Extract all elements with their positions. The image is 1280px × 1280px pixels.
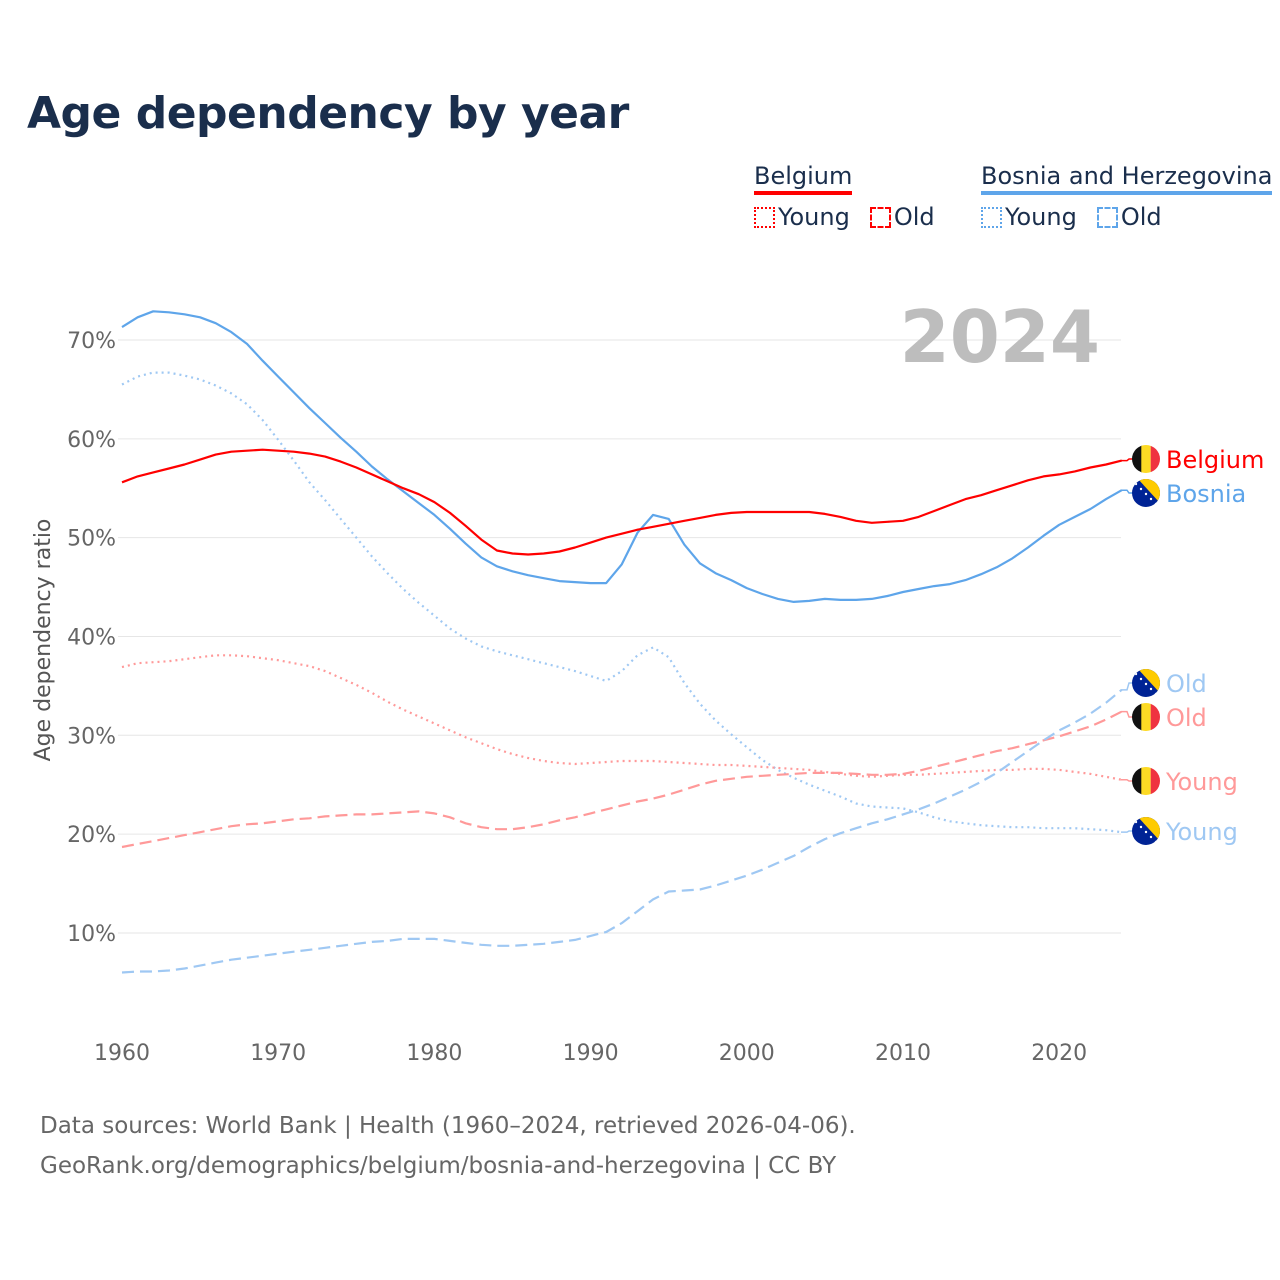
- footer: Data sources: World Bank | Health (1960–…: [40, 1106, 856, 1186]
- label-connector: [1121, 682, 1133, 691]
- y-axis-label: Age dependency ratio: [31, 519, 56, 762]
- series-line-bosnia-young[interactable]: [121, 371, 1122, 834]
- series-line-bosnia-old[interactable]: [121, 688, 1123, 974]
- gridlines: [118, 339, 1121, 934]
- chart-title: Age dependency by year: [27, 88, 629, 139]
- legend-bosnia: Bosnia and Herzegovina Young Old: [981, 162, 1273, 231]
- y-tick-label: 70%: [67, 329, 116, 354]
- y-tick-label: 50%: [67, 527, 116, 552]
- series-line-belgium-old[interactable]: [121, 710, 1123, 849]
- year-watermark: 2024: [900, 295, 1100, 379]
- legend-label: Young: [778, 203, 850, 231]
- y-tick-label: 10%: [67, 922, 116, 947]
- label-connector: [1121, 830, 1133, 833]
- end-label: Young: [1165, 818, 1238, 846]
- label-connector: [1121, 779, 1133, 782]
- dashed-swatch-icon: [1096, 206, 1118, 228]
- x-tick-label: 2000: [719, 1041, 775, 1066]
- belgium-flag-icon: [1132, 445, 1160, 473]
- attribution-link[interactable]: GeoRank.org/demographics/belgium/bosnia-…: [40, 1153, 837, 1179]
- bosnia-flag-icon: [1132, 669, 1160, 697]
- x-tick-label: 2010: [875, 1041, 931, 1066]
- x-tick-label: 1970: [250, 1041, 306, 1066]
- y-tick-label: 60%: [67, 428, 116, 453]
- belgium-flag-icon: [1132, 767, 1160, 795]
- bosnia-flag-icon: [1132, 479, 1160, 507]
- legend-bosnia-label: Bosnia and Herzegovina: [981, 162, 1273, 195]
- end-label: Old: [1166, 670, 1207, 698]
- end-label: Old: [1166, 704, 1207, 732]
- end-label: Bosnia: [1166, 480, 1246, 508]
- legend-belgium: Belgium Young Old: [754, 162, 951, 231]
- legend-belgium-old[interactable]: Old: [869, 203, 935, 231]
- series-line-bosnia[interactable]: [121, 310, 1123, 604]
- x-tick-label: 2020: [1031, 1041, 1087, 1066]
- belgium-flag-icon: [1132, 703, 1160, 731]
- series-lines: [121, 310, 1123, 974]
- series-line-belgium[interactable]: [121, 448, 1122, 556]
- dotted-swatch-icon: [754, 206, 775, 228]
- series-line-belgium-young[interactable]: [121, 654, 1122, 781]
- dotted-swatch-icon: [981, 206, 1002, 228]
- legend-belgium-young[interactable]: Young: [754, 203, 850, 231]
- legend-bosnia-old[interactable]: Old: [1096, 203, 1162, 231]
- label-connector: [1121, 710, 1133, 718]
- x-tick-label: 1960: [94, 1041, 150, 1066]
- label-connector: [1121, 489, 1133, 494]
- legend-belgium-label: Belgium: [754, 162, 853, 195]
- x-tick-label: 1990: [563, 1041, 619, 1066]
- x-tick-label: 1980: [406, 1041, 462, 1066]
- legend-bosnia-young[interactable]: Young: [981, 203, 1077, 231]
- legend-label: Old: [1120, 203, 1162, 231]
- bosnia-flag-icon: [1132, 817, 1160, 845]
- axis-ticks: 10% 20% 30% 40% 50% 60% 70% 1960 1970 1980 1990 200…: [67, 329, 1087, 1066]
- source-note: Data sources: World Bank | Health (1960–…: [40, 1113, 856, 1139]
- end-labels: Bosnia Belgium Young Young Old Old: [1121, 445, 1264, 846]
- y-tick-label: 30%: [67, 724, 116, 749]
- end-label: Young: [1165, 768, 1238, 796]
- legend-label: Old: [893, 203, 935, 231]
- label-connector: [1121, 458, 1133, 462]
- legend-label: Young: [1005, 203, 1077, 231]
- dashed-swatch-icon: [869, 206, 891, 228]
- y-tick-label: 20%: [67, 823, 116, 848]
- end-label: Belgium: [1166, 446, 1264, 474]
- y-tick-label: 40%: [67, 625, 116, 650]
